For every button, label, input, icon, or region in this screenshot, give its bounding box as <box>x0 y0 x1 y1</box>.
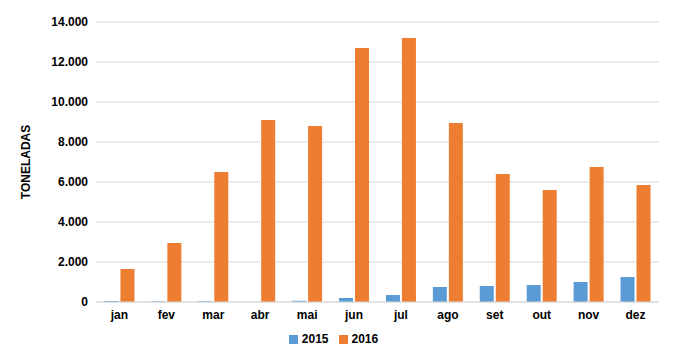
svg-text:TONELADAS: TONELADAS <box>19 125 33 199</box>
svg-text:fev: fev <box>158 308 176 322</box>
svg-text:2.000: 2.000 <box>58 255 88 269</box>
svg-text:jul: jul <box>393 308 408 322</box>
html-text:2015: 2015 <box>301 332 329 346</box>
svg-text:out: out <box>532 308 551 322</box>
svg-text:4.000: 4.000 <box>58 215 88 229</box>
svg-text:12.000: 12.000 <box>51 55 88 69</box>
svg-text:set: set <box>486 308 503 322</box>
svg-text:jan: jan <box>110 308 128 322</box>
html-text:2016: 2016 <box>351 332 379 346</box>
svg-text:abr: abr <box>251 308 270 322</box>
svg-text:0: 0 <box>81 295 88 309</box>
svg-text:dez: dez <box>626 308 646 322</box>
svg-text:mai: mai <box>297 308 318 322</box>
svg-text:8.000: 8.000 <box>58 135 88 149</box>
svg-text:nov: nov <box>578 308 600 322</box>
svg-text:14.000: 14.000 <box>51 15 88 29</box>
svg-text:mar: mar <box>202 308 224 322</box>
svg-text:10.000: 10.000 <box>51 95 88 109</box>
svg-text:ago: ago <box>437 308 458 322</box>
svg-text:jun: jun <box>344 308 363 322</box>
svg-text:6.000: 6.000 <box>58 175 88 189</box>
